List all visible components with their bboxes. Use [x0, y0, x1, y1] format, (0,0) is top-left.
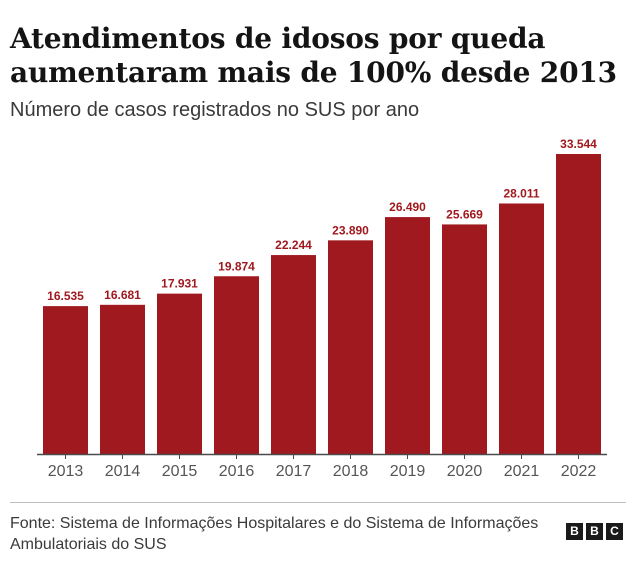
- x-tick-label-2021: 2021: [504, 463, 540, 480]
- data-label-2016: 19.874: [218, 259, 255, 273]
- x-tick-label-2013: 2013: [48, 463, 84, 480]
- bar-2013: [43, 306, 88, 454]
- data-label-2018: 23.890: [332, 223, 369, 237]
- x-tick-label-2015: 2015: [162, 463, 198, 480]
- bbc-logo-letter: B: [586, 523, 603, 540]
- bar-2014: [100, 304, 145, 454]
- data-label-2020: 25.669: [446, 207, 483, 221]
- x-tick-label-2016: 2016: [219, 463, 255, 480]
- x-tick-label-2017: 2017: [276, 463, 312, 480]
- data-label-2013: 16.535: [47, 289, 84, 303]
- x-tick-label-2022: 2022: [561, 463, 597, 480]
- x-tick-label-2019: 2019: [390, 463, 426, 480]
- bar-2018: [328, 240, 373, 454]
- bar-2019: [385, 217, 430, 454]
- data-label-2017: 22.244: [275, 238, 312, 252]
- bar-2016: [214, 276, 259, 454]
- bar-2017: [271, 255, 316, 454]
- bar-2022: [556, 154, 601, 454]
- bbc-logo: B B C: [566, 523, 623, 540]
- bbc-logo-letter: C: [606, 523, 623, 540]
- bar-2021: [499, 203, 544, 454]
- chart-title: Atendimentos de idosos por queda aumenta…: [10, 22, 617, 89]
- bar-chart: 16.535 2013 16.681 2014 17.931 2015 19.874 2016…: [37, 137, 607, 480]
- data-label-2021: 28.011: [503, 186, 539, 200]
- source-note: Fonte: Sistema de Informações Hospitalar…: [10, 515, 539, 553]
- x-tick-label-2018: 2018: [333, 463, 369, 480]
- data-label-2014: 16.681: [104, 288, 141, 302]
- chart-subtitle: Número de casos registrados no SUS por a…: [10, 99, 420, 121]
- data-label-2019: 26.490: [389, 200, 426, 214]
- bar-2020: [442, 224, 487, 454]
- footer-divider: [10, 502, 626, 503]
- data-label-2015: 17.931: [161, 277, 198, 291]
- bbc-logo-letter: B: [566, 523, 583, 540]
- x-tick-label-2014: 2014: [105, 463, 141, 480]
- bar-2015: [157, 293, 202, 454]
- x-tick-label-2020: 2020: [447, 463, 483, 480]
- data-label-2022: 33.544: [560, 137, 597, 151]
